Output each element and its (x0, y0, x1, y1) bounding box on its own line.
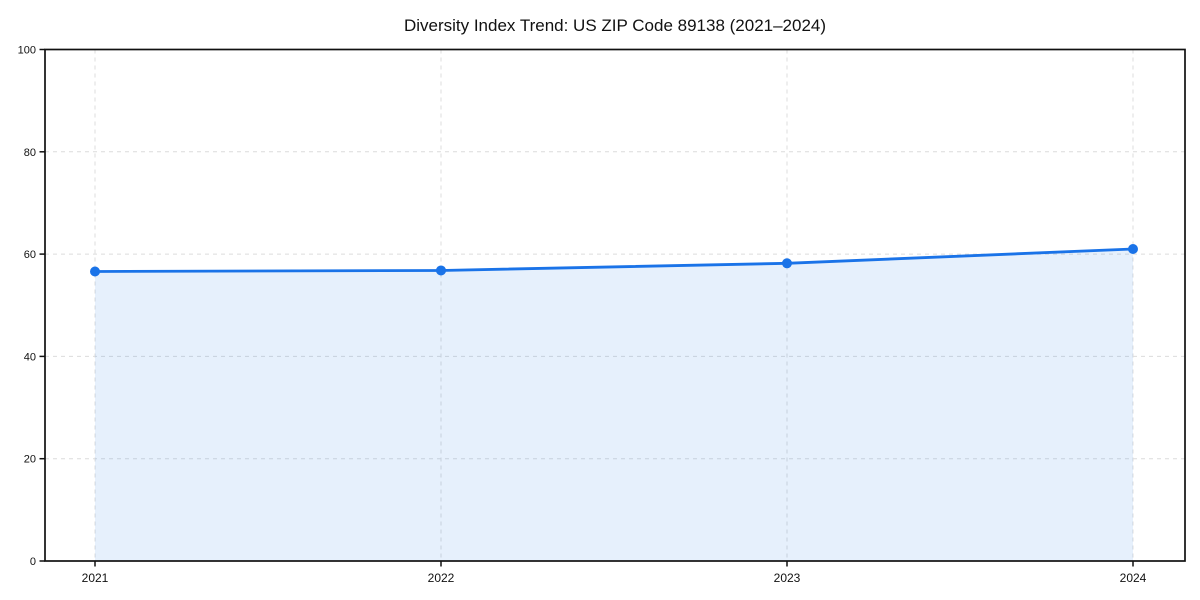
y-tick-label: 20 (24, 454, 36, 466)
tick-labels: 0 20 40 60 80 100 2021 2022 2023 2024 (18, 45, 1147, 586)
x-tick-label-2024: 2024 (1120, 571, 1147, 585)
plot-border (44, 48, 1186, 562)
y-tick-label: 40 (24, 351, 36, 363)
x-tick-label-2023: 2023 (774, 571, 801, 585)
y-tick-label: 100 (18, 45, 36, 57)
data-point-2021 (90, 266, 100, 277)
area-under-line (95, 248, 1133, 562)
y-tick-label: 60 (24, 249, 36, 261)
trend-line (93, 247, 1135, 273)
x-tick-label-2021: 2021 (82, 571, 109, 585)
line-series (93, 247, 1135, 273)
area-fill (95, 248, 1133, 562)
data-points (90, 243, 1138, 277)
chart-title: Diversity Index Trend: US ZIP Code 89138… (404, 16, 826, 35)
data-point-2024 (1128, 243, 1138, 254)
y-tick-label: 80 (24, 147, 36, 159)
data-point-2022 (436, 265, 446, 276)
data-point-2023 (782, 258, 792, 269)
axes (39, 48, 1186, 567)
x-tick-label-2022: 2022 (428, 571, 455, 585)
y-tick-label: 0 (30, 556, 36, 568)
